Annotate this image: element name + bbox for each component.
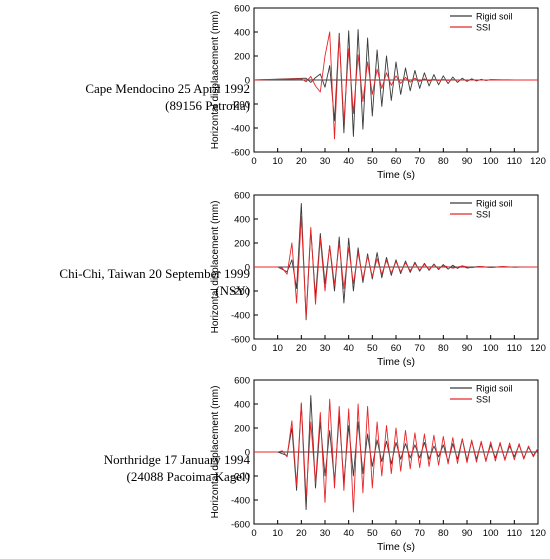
chart-3-caption-line-1: Northridge 17 January 1994: [103, 452, 250, 467]
legend-label: Rigid soil: [476, 12, 513, 22]
x-tick-label: 70: [414, 156, 425, 167]
y-axis-label: Horizontal displacement (mm): [210, 386, 221, 519]
y-tick-label: 600: [234, 4, 250, 15]
x-tick-label: 100: [483, 528, 499, 539]
x-tick-label: 30: [320, 343, 331, 354]
x-tick-label: 60: [391, 156, 402, 167]
x-tick-label: 50: [367, 528, 378, 539]
x-tick-label: 0: [251, 528, 256, 539]
x-tick-label: 120: [530, 343, 546, 354]
y-tick-label: -200: [231, 287, 250, 298]
x-tick-label: 110: [507, 528, 522, 539]
y-tick-label: -400: [231, 311, 250, 322]
x-tick-label: 70: [414, 528, 425, 539]
chart-1-caption-line-2: (89156 Petrolia): [165, 98, 250, 113]
y-tick-label: -200: [231, 472, 250, 483]
y-tick-label: 200: [234, 424, 250, 435]
x-tick-label: 40: [343, 528, 354, 539]
chart-2-caption-line-2: (NSY): [215, 283, 250, 298]
y-tick-label: 200: [234, 52, 250, 63]
y-tick-label: 0: [245, 76, 250, 87]
chart-2-caption: Chi-Chi, Taiwan 20 September 1999 (NSY): [0, 265, 250, 299]
y-axis-label: Horizontal displaacement (mm): [210, 11, 221, 149]
y-tick-label: -200: [231, 100, 250, 111]
y-tick-label: -600: [231, 335, 250, 346]
y-tick-label: -400: [231, 124, 250, 135]
legend-label: Rigid soil: [476, 199, 513, 209]
x-axis-label: Time (s): [377, 541, 415, 553]
x-tick-label: 0: [251, 156, 256, 167]
x-tick-label: 120: [530, 528, 546, 539]
x-tick-label: 110: [507, 343, 522, 354]
series-line-ssi: [254, 216, 539, 318]
x-tick-label: 30: [320, 156, 331, 167]
y-tick-label: 0: [245, 263, 250, 274]
chart-1: -600 -400 -200 0 200 400 600 0 10 20 30 40 50 60 70 80 9…: [210, 4, 546, 182]
chart-2: -600 -400 -200 0 200 400 600 0 10 20 30 40 50 60 70 80 9…: [210, 191, 546, 369]
y-tick-label: 600: [234, 191, 250, 202]
x-tick-label: 120: [530, 156, 546, 167]
x-tick-label: 60: [391, 528, 402, 539]
x-tick-label: 0: [251, 343, 256, 354]
x-tick-label: 10: [272, 343, 283, 354]
chart-3-caption: Northridge 17 January 1994 (24088 Pacoim…: [0, 451, 250, 485]
x-tick-label: 50: [367, 343, 378, 354]
x-tick-label: 30: [320, 528, 331, 539]
x-tick-label: 90: [462, 343, 473, 354]
x-tick-label: 50: [367, 156, 378, 167]
x-tick-label: 20: [296, 343, 307, 354]
x-tick-label: 10: [272, 156, 283, 167]
series-line-ssi: [253, 31, 538, 140]
y-tick-label: 600: [234, 376, 250, 387]
y-tick-label: 400: [234, 28, 250, 39]
x-tick-label: 90: [462, 528, 473, 539]
series-line-rigid-soil: [254, 395, 539, 511]
x-tick-label: 80: [438, 343, 449, 354]
x-tick-label: 100: [483, 156, 499, 167]
chart-1-caption: Cape Mendocino 25 April 1992 (89156 Petr…: [0, 80, 250, 114]
x-tick-label: 90: [462, 156, 473, 167]
chart-3-caption-line-2: (24088 Pacoima Kagel): [126, 469, 250, 484]
chart-2-caption-line-1: Chi-Chi, Taiwan 20 September 1999: [59, 266, 250, 281]
x-tick-label: 80: [438, 528, 449, 539]
x-tick-label: 40: [343, 343, 354, 354]
x-axis-label: Time (s): [377, 356, 415, 368]
y-tick-label: -600: [231, 148, 250, 159]
x-tick-label: 60: [391, 343, 402, 354]
y-tick-label: 400: [234, 400, 250, 411]
chart-3: -600 -400 -200 0 200 400 600 0 10 20 30 40 50 60 70 80 9…: [210, 376, 546, 554]
legend-label: SSI: [476, 23, 491, 33]
legend-label: SSI: [476, 210, 491, 220]
x-tick-label: 10: [272, 528, 283, 539]
y-axis-label: Horizontal displacement (mm): [210, 201, 221, 334]
y-tick-label: -600: [231, 520, 250, 531]
legend-label: Rigid soil: [476, 384, 513, 394]
x-tick-label: 80: [438, 156, 449, 167]
chart-1-caption-line-1: Cape Mendocino 25 April 1992: [85, 81, 250, 96]
y-tick-label: 200: [234, 239, 250, 250]
x-tick-label: 100: [483, 343, 499, 354]
series-line-ssi: [254, 398, 539, 513]
series-line-rigid-soil: [253, 29, 539, 137]
y-tick-label: 0: [245, 448, 250, 459]
x-tick-label: 40: [343, 156, 354, 167]
y-tick-label: -400: [231, 496, 250, 507]
legend-label: SSI: [476, 395, 491, 405]
x-tick-label: 20: [296, 528, 307, 539]
x-tick-label: 70: [414, 343, 425, 354]
x-tick-label: 110: [507, 156, 522, 167]
y-tick-label: 400: [234, 215, 250, 226]
x-axis-label: Time (s): [377, 169, 415, 181]
x-tick-label: 20: [296, 156, 307, 167]
